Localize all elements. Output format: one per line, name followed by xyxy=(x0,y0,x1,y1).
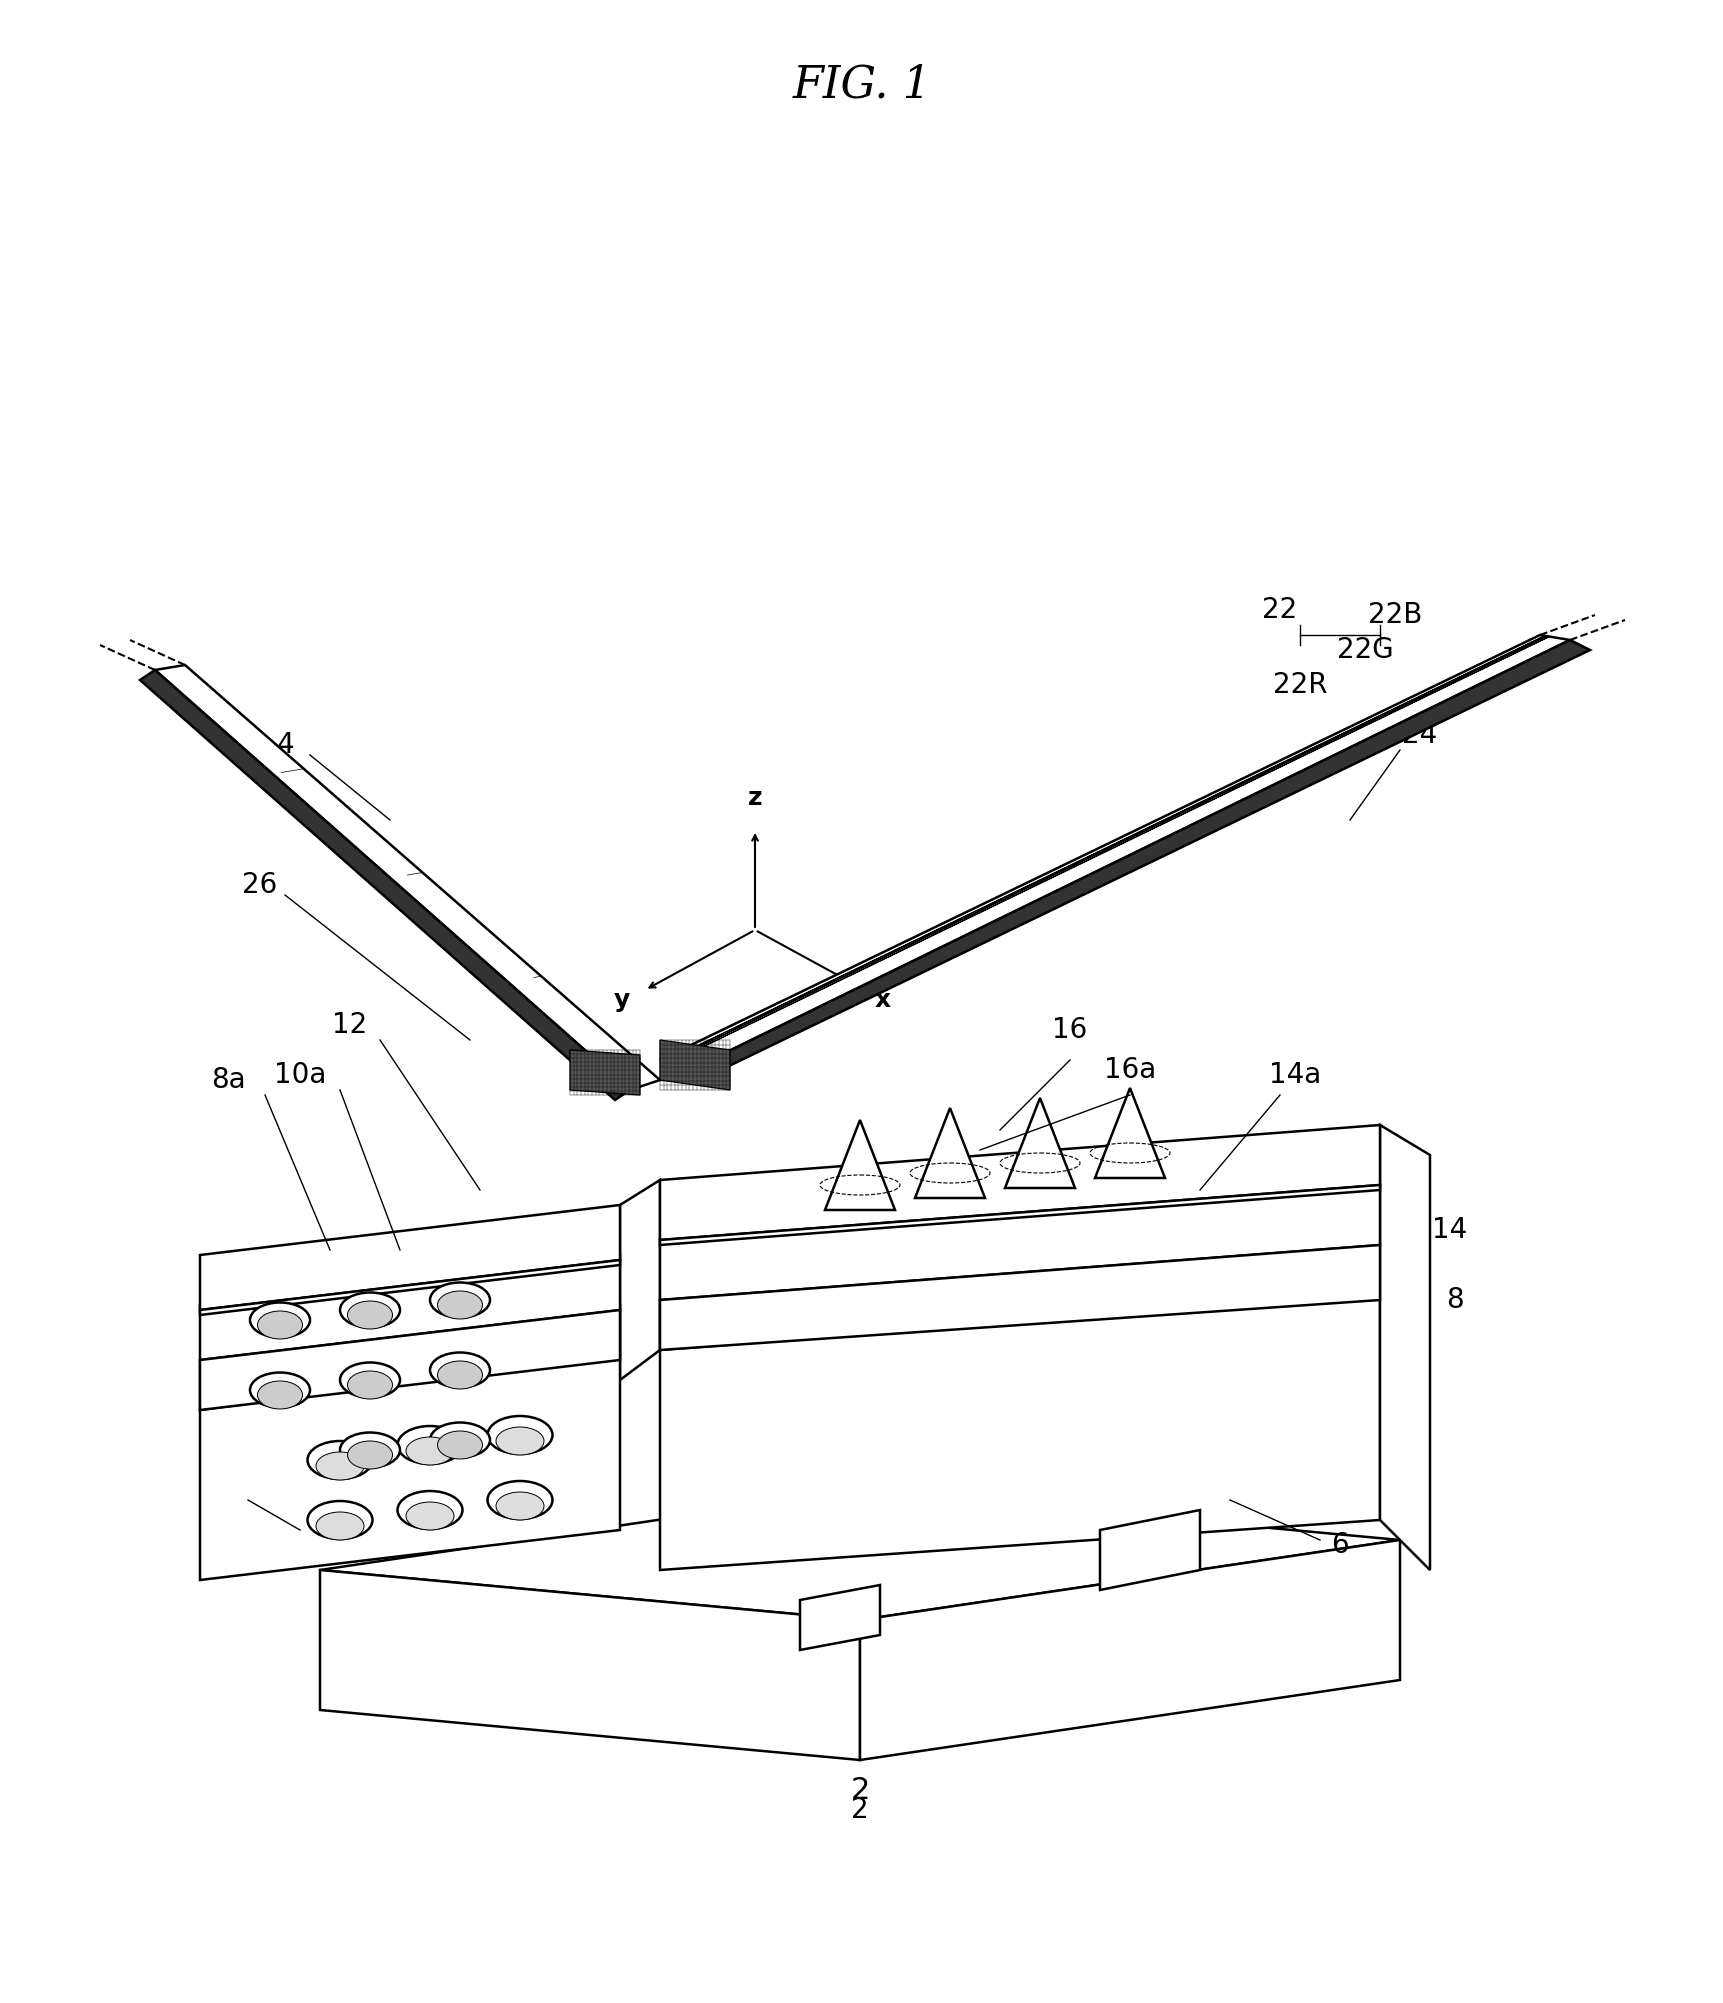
Polygon shape xyxy=(1099,1510,1199,1590)
Text: FIG. 1: FIG. 1 xyxy=(793,64,932,106)
Polygon shape xyxy=(1096,1088,1165,1178)
Polygon shape xyxy=(140,669,631,1100)
Polygon shape xyxy=(799,1584,880,1650)
Ellipse shape xyxy=(257,1380,303,1408)
Ellipse shape xyxy=(339,1362,400,1398)
Ellipse shape xyxy=(398,1490,462,1528)
Polygon shape xyxy=(689,641,1590,1080)
Polygon shape xyxy=(200,1310,620,1410)
Ellipse shape xyxy=(438,1292,482,1320)
Ellipse shape xyxy=(250,1372,310,1408)
Ellipse shape xyxy=(496,1426,544,1454)
Polygon shape xyxy=(620,1180,660,1380)
Text: 2: 2 xyxy=(851,1797,868,1825)
Text: 8a: 8a xyxy=(210,1066,245,1094)
Polygon shape xyxy=(660,1246,1380,1350)
Text: 22: 22 xyxy=(1263,597,1297,625)
Polygon shape xyxy=(825,1120,894,1210)
Text: 8: 8 xyxy=(1446,1286,1465,1314)
Polygon shape xyxy=(660,1186,1380,1300)
Ellipse shape xyxy=(348,1440,393,1468)
Polygon shape xyxy=(660,1246,1380,1350)
Ellipse shape xyxy=(431,1282,489,1318)
Polygon shape xyxy=(200,1306,620,1410)
Polygon shape xyxy=(1380,1126,1430,1570)
Ellipse shape xyxy=(438,1360,482,1388)
Polygon shape xyxy=(200,1260,620,1316)
Ellipse shape xyxy=(339,1292,400,1328)
Ellipse shape xyxy=(250,1302,310,1338)
Ellipse shape xyxy=(348,1370,393,1398)
Text: 14: 14 xyxy=(1432,1216,1468,1244)
Polygon shape xyxy=(1005,1098,1075,1188)
Text: 22G: 22G xyxy=(1337,637,1394,665)
Polygon shape xyxy=(660,1126,1380,1240)
Polygon shape xyxy=(155,665,660,1090)
Ellipse shape xyxy=(488,1480,553,1518)
Polygon shape xyxy=(320,1490,1401,1620)
Ellipse shape xyxy=(348,1302,393,1330)
Polygon shape xyxy=(667,637,1547,1062)
Text: 24: 24 xyxy=(1403,721,1437,749)
Polygon shape xyxy=(320,1570,860,1761)
Text: 26: 26 xyxy=(243,871,277,899)
Text: 10a: 10a xyxy=(274,1062,326,1090)
Ellipse shape xyxy=(339,1432,400,1468)
Ellipse shape xyxy=(307,1440,372,1478)
Ellipse shape xyxy=(398,1426,462,1464)
Polygon shape xyxy=(860,1540,1401,1761)
Polygon shape xyxy=(915,1108,986,1198)
Text: 12: 12 xyxy=(333,1012,367,1040)
Polygon shape xyxy=(660,1186,1380,1246)
Text: z: z xyxy=(748,785,762,809)
Polygon shape xyxy=(570,1050,639,1096)
Text: 14a: 14a xyxy=(1268,1062,1322,1090)
Polygon shape xyxy=(669,637,1549,1064)
Polygon shape xyxy=(660,1040,731,1090)
Ellipse shape xyxy=(257,1312,303,1338)
Polygon shape xyxy=(200,1354,620,1580)
Ellipse shape xyxy=(488,1416,553,1454)
Ellipse shape xyxy=(315,1512,364,1540)
Ellipse shape xyxy=(431,1352,489,1388)
Text: 10: 10 xyxy=(198,1476,233,1504)
Ellipse shape xyxy=(431,1422,489,1458)
Text: 22R: 22R xyxy=(1273,671,1327,699)
Text: 4: 4 xyxy=(276,731,295,759)
Text: y: y xyxy=(613,987,631,1012)
Text: 2: 2 xyxy=(851,1775,870,1805)
Text: 16a: 16a xyxy=(1104,1056,1156,1084)
Ellipse shape xyxy=(407,1436,453,1464)
Text: x: x xyxy=(875,987,891,1012)
Polygon shape xyxy=(660,635,1570,1070)
Text: 6: 6 xyxy=(1332,1530,1349,1558)
Text: 16: 16 xyxy=(1053,1016,1087,1044)
Ellipse shape xyxy=(407,1502,453,1530)
Ellipse shape xyxy=(438,1430,482,1458)
Polygon shape xyxy=(200,1256,620,1360)
Text: 22B: 22B xyxy=(1368,601,1421,629)
Polygon shape xyxy=(665,635,1546,1062)
Ellipse shape xyxy=(496,1492,544,1520)
Ellipse shape xyxy=(315,1452,364,1480)
Ellipse shape xyxy=(307,1500,372,1538)
Polygon shape xyxy=(200,1206,620,1310)
Polygon shape xyxy=(660,1296,1380,1570)
